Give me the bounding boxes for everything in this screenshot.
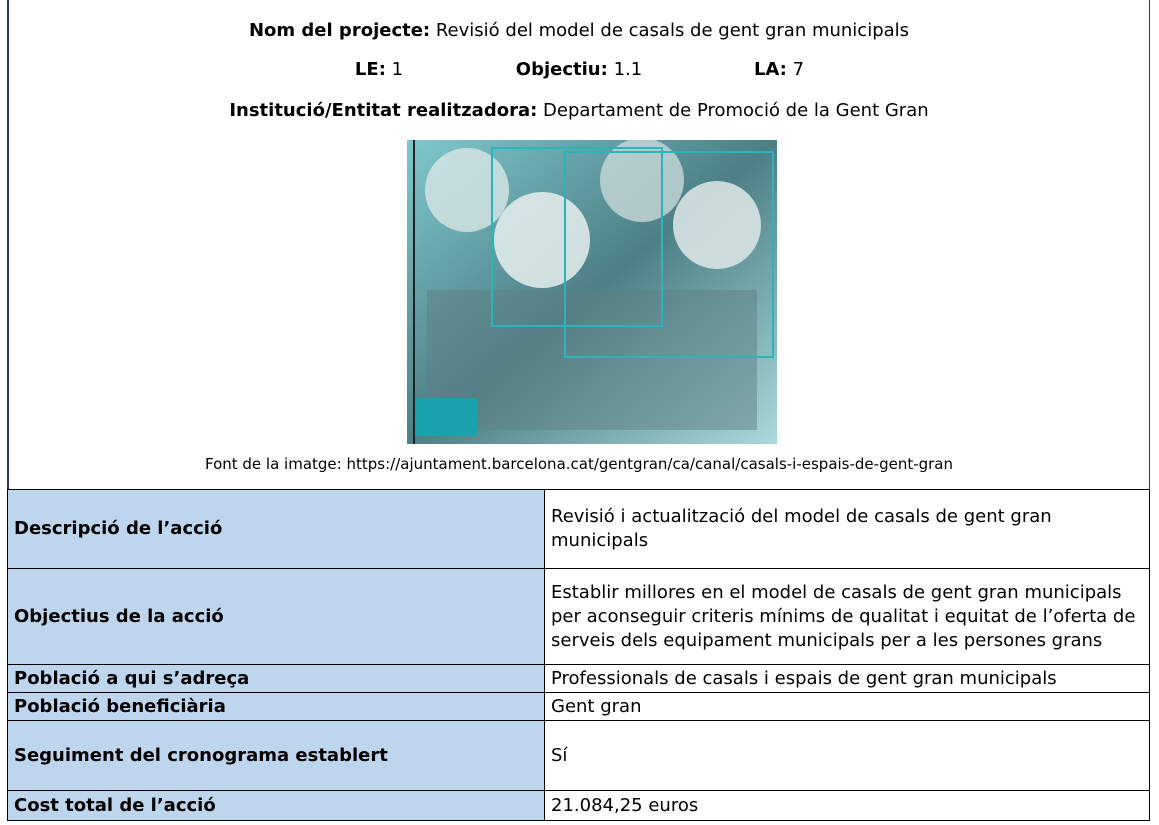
row-value: Revisió i actualització del model de cas… [544,489,1150,569]
header-frame: Nom del projecte: Revisió del model de c… [7,0,1150,489]
row-value: 21.084,25 euros [544,790,1150,821]
code: LA: 7 [679,59,879,80]
row-label: Descripció de l’acció [7,489,545,569]
code-label: LA: [753,59,787,80]
project-label: Nom del projecte: [248,20,431,41]
row-value: Sí [544,720,1150,791]
action-table: Descripció de l’acció Revisió i actualitz… [7,489,1150,821]
row: Descripció de l’acció Revisió i actualitz… [7,489,1150,569]
row-value: Gent gran [544,692,1150,721]
code-label: Objectiu: [515,59,608,80]
row: Població beneficiària Gent gran [7,692,1150,721]
code-value: 1.1 [613,59,643,80]
codes-line: LE: 1 Objectiu: 1.1 LA: 7 [9,59,1149,80]
project-value: Revisió del model de casals de gent gran… [435,20,910,41]
row: Objectius de la acció Establir millores e… [7,568,1150,665]
row: Cost total de l’acció 21.084,25 euros [7,790,1150,821]
project-line: Nom del projecte: Revisió del model de c… [9,20,1149,41]
row: Seguiment del cronograma establert Sí [7,720,1150,791]
row: Població a qui s’adreça Professionals de … [7,664,1150,693]
institution-line: Institució/Entitat realitzadora: Departa… [9,100,1149,121]
code: Objectiu: 1.1 [479,59,679,80]
row-label: Població beneficiària [7,692,545,721]
row-value: Professionals de casals i espais de gent… [544,664,1150,693]
code-value: 1 [391,59,404,80]
code-label: LE: [354,59,386,80]
code-value: 7 [792,59,805,80]
row-label: Seguiment del cronograma establert [7,720,545,791]
row-label: Població a qui s’adreça [7,664,545,693]
code: LE: 1 [279,59,479,80]
image-caption: Font de la imatge: https://ajuntament.ba… [204,455,954,473]
photo [407,140,777,444]
row-value: Establir millores en el model de casals … [544,568,1150,665]
row-label: Objectius de la acció [7,568,545,665]
row-label: Cost total de l’acció [7,790,545,821]
institution-label: Institució/Entitat realitzadora: [229,100,538,121]
institution-value: Departament de Promoció de la Gent Gran [543,100,929,121]
